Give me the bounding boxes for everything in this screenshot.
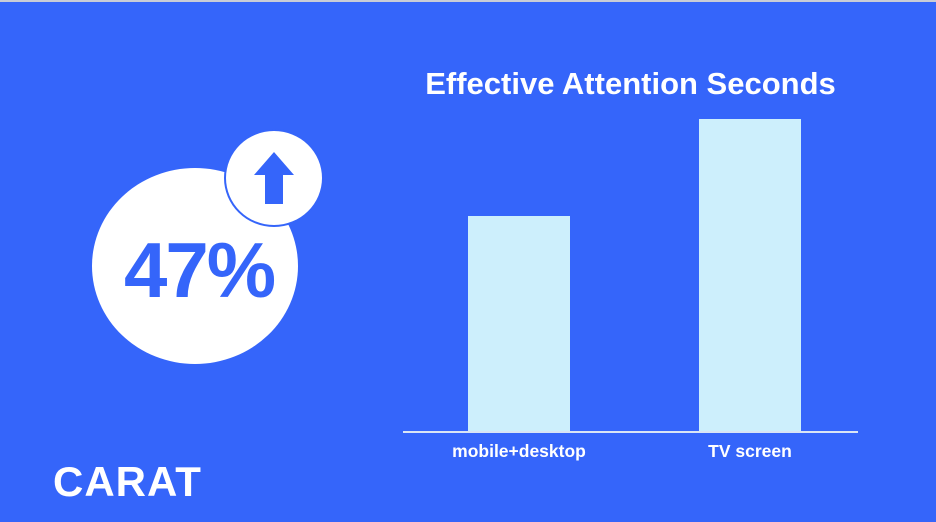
chart-title: Effective Attention Seconds	[425, 66, 836, 101]
bar-chart-plot	[403, 119, 858, 433]
bar-mobile-desktop	[468, 216, 570, 431]
carat-logo: CARAT	[53, 458, 202, 505]
bar-tv-screen	[699, 119, 801, 431]
arrow-badge-circle	[224, 129, 324, 227]
arrow-up-icon	[254, 152, 294, 204]
stat-value: 47%	[123, 225, 276, 314]
x-axis-label-tv-screen: TV screen	[708, 441, 792, 461]
x-axis-label-mobile-desktop: mobile+desktop	[452, 441, 586, 461]
top-edge-strip	[0, 0, 936, 2]
